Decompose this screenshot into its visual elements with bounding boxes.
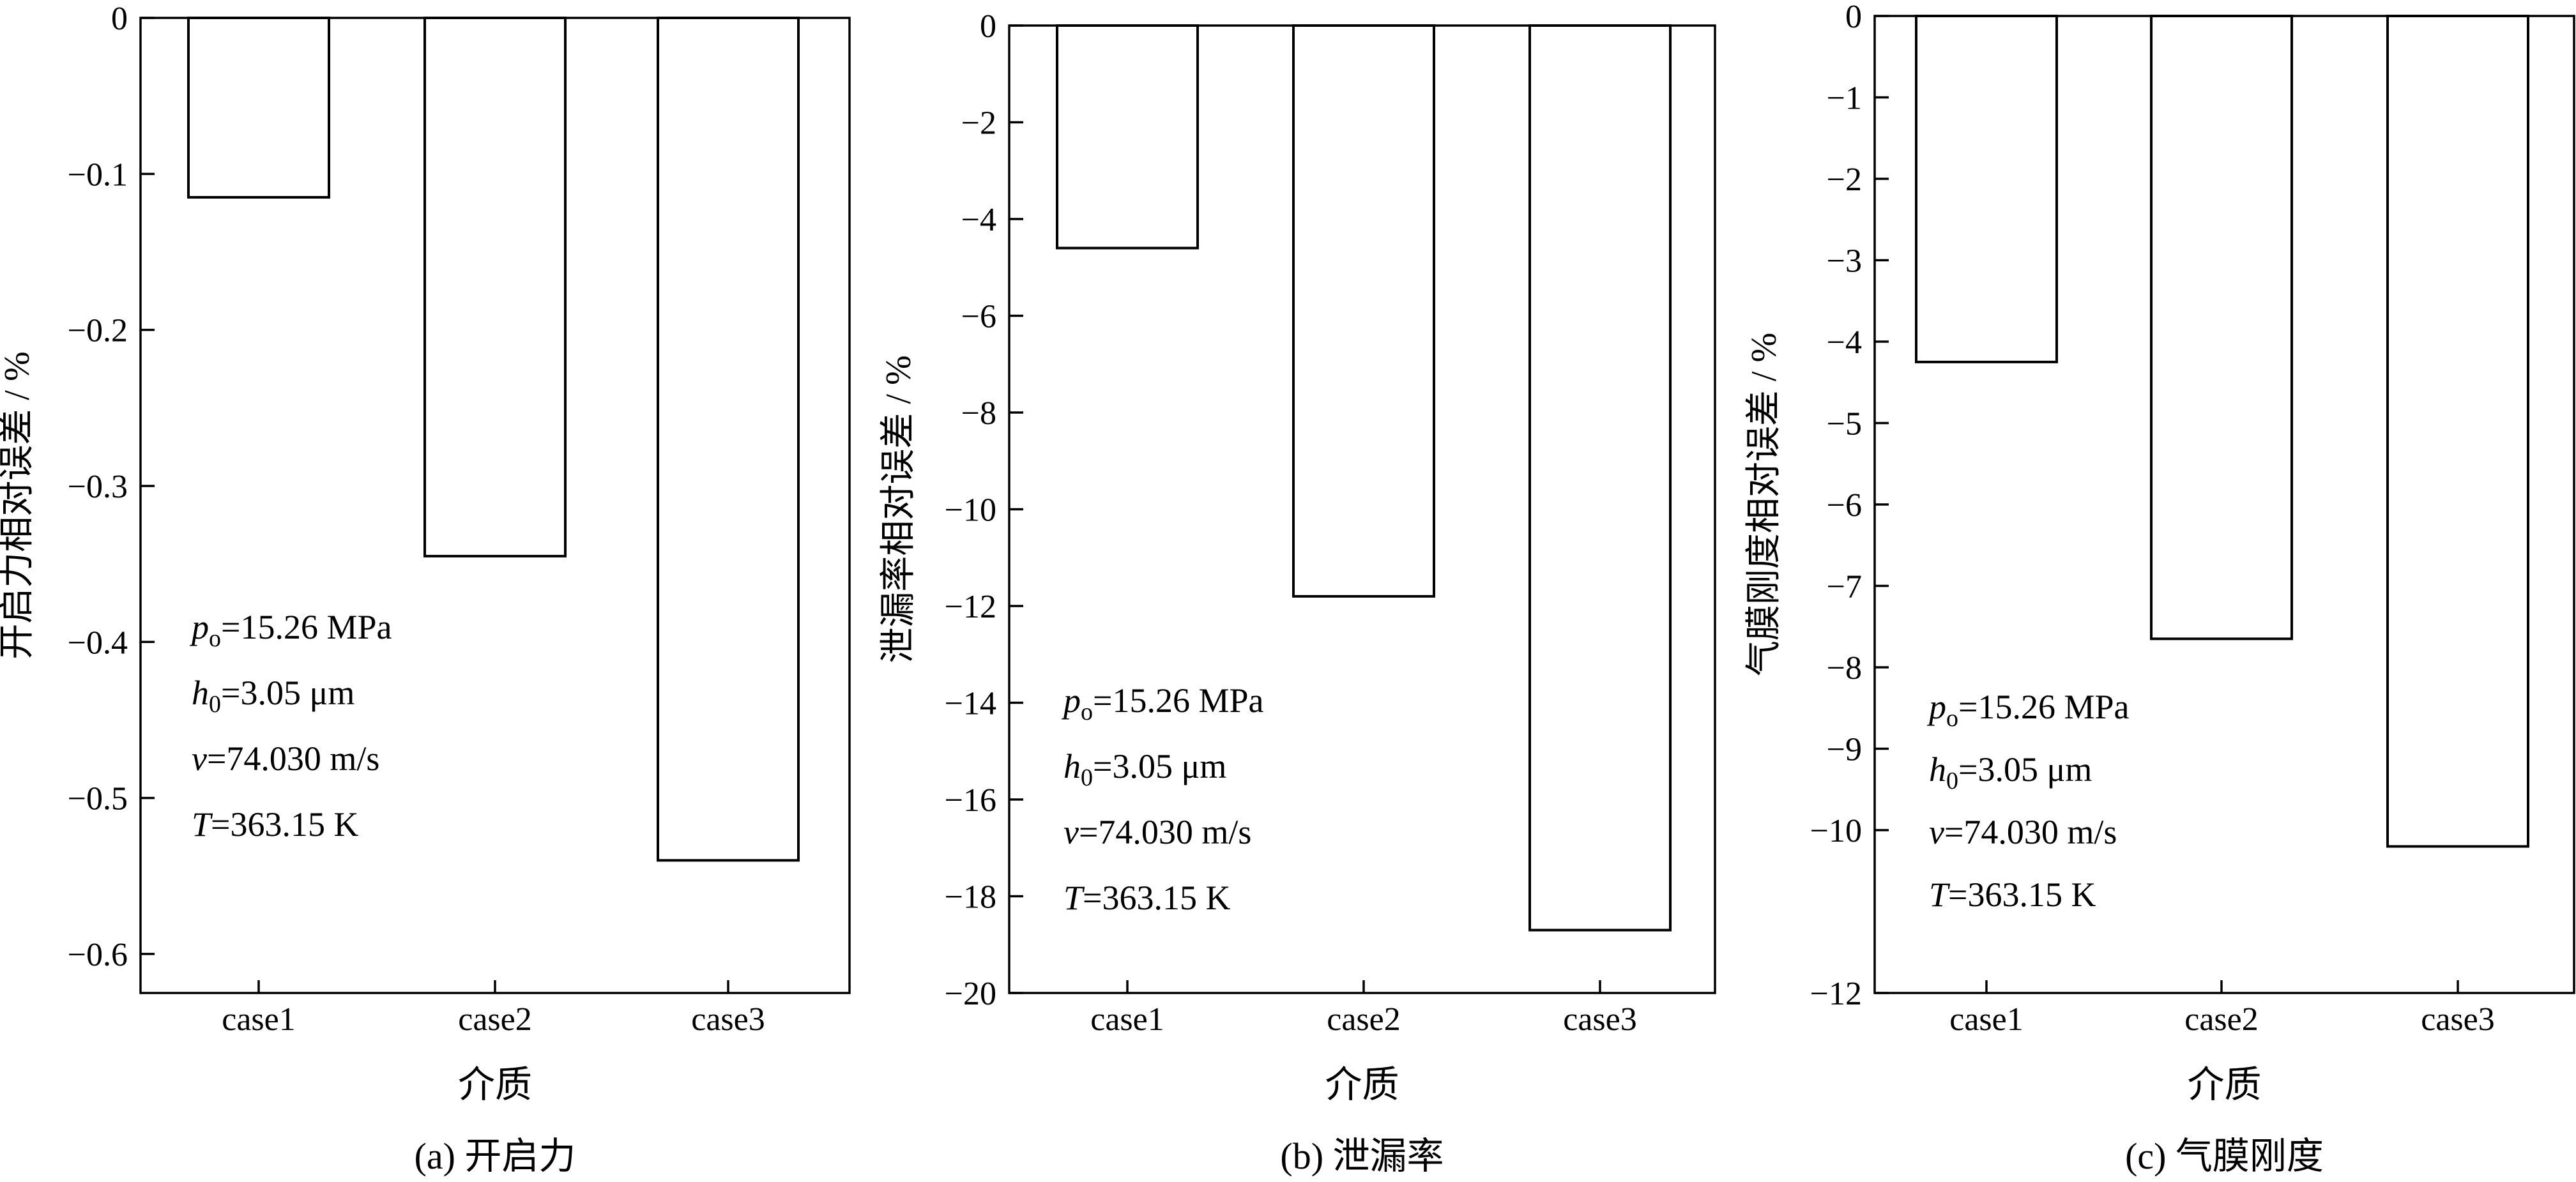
bar-case3	[1528, 24, 1672, 932]
y-axis-label: 气膜刚度相对误差 / %	[1744, 333, 1784, 676]
x-axis-label: 介质	[2187, 1064, 2261, 1105]
annotation-line: v=74.030 m/s	[1929, 813, 2117, 851]
y-tick-label: −2	[961, 105, 996, 142]
x-tick-label: case2	[1327, 1001, 1400, 1038]
y-tick-label: 0	[980, 8, 996, 45]
annotation-line: h0=3.05 μm	[1929, 750, 2092, 794]
y-tick-label: −0.5	[68, 781, 128, 817]
y-tick-label: −20	[945, 976, 996, 1012]
y-tick-label: −10	[945, 492, 996, 529]
y-tick-label: −6	[961, 299, 996, 335]
x-tick-label: case3	[691, 1001, 765, 1038]
bar-case2	[2150, 15, 2293, 640]
panel-caption: (a) 开启力	[415, 1135, 576, 1177]
annotation-line: T=363.15 K	[192, 805, 359, 844]
y-tick-label: −6	[1827, 487, 1862, 524]
y-axis-label: 开启力相对误差 / %	[0, 351, 37, 659]
annotation-line: h0=3.05 μm	[192, 674, 354, 718]
x-tick-label: case1	[1090, 1001, 1164, 1038]
x-tick-label: case2	[458, 1001, 531, 1038]
chart-panel-3: 0 −1 −2 −3 −4 −5 −6 −7 −8 −9 −10 −12 case1 case2 case3…	[1744, 0, 2575, 1177]
chart-panel-2: 0 −2 −4 −6 −8 −10 −12 −14 −16 −18 −20 case1 case2 cas…	[879, 8, 1716, 1177]
x-tick-label: case3	[1563, 1001, 1636, 1038]
annotation-line: v=74.030 m/s	[192, 739, 379, 778]
x-tick-label: case2	[2184, 1001, 2258, 1038]
y-tick-label: −0.2	[68, 313, 128, 349]
annotation-line: T=363.15 K	[1063, 879, 1231, 917]
annotation-line: v=74.030 m/s	[1063, 813, 1251, 851]
x-tick-label: case1	[1949, 1001, 2023, 1038]
bar-case3	[2386, 15, 2529, 848]
y-tick-label: −0.1	[68, 156, 128, 193]
annotation-line: h0=3.05 μm	[1063, 747, 1226, 791]
y-tick-label: −8	[961, 395, 996, 432]
chart-panel-1: 0 −0.1 −0.2 −0.3 −0.4 −0.5 −0.6 case1 case2 case3…	[0, 1, 851, 1177]
x-tick-label: case3	[2421, 1001, 2494, 1038]
annotation-line: po=15.26 MPa	[189, 608, 392, 652]
bar-case3	[657, 17, 800, 862]
annotation-line: T=363.15 K	[1929, 875, 2096, 914]
annotation-line: po=15.26 MPa	[1926, 688, 2130, 732]
bar-case1	[187, 17, 330, 199]
y-axis-label: 泄漏率相对误差 / %	[879, 355, 918, 663]
y-tick-label: −3	[1827, 243, 1862, 280]
y-tick-label: 0	[111, 1, 128, 37]
y-tick-label: −4	[1827, 324, 1862, 361]
y-tick-label: −5	[1827, 406, 1862, 443]
x-tick-label: case1	[222, 1001, 295, 1038]
y-tick-label: −16	[945, 782, 996, 819]
panel-caption: (c) 气膜刚度	[2125, 1135, 2324, 1177]
y-tick-label: −7	[1827, 569, 1862, 605]
y-tick-label: −12	[945, 589, 996, 625]
y-tick-label: −10	[1810, 813, 1862, 849]
y-tick-label: −0.6	[68, 937, 128, 973]
y-tick-label: −2	[1827, 162, 1862, 198]
bar-case2	[1292, 24, 1435, 598]
y-tick-label: 0	[1845, 0, 1862, 35]
y-tick-label: −8	[1827, 650, 1862, 686]
x-axis-label: 介质	[458, 1064, 532, 1105]
bar-case1	[1056, 24, 1199, 250]
y-tick-label: −0.4	[68, 625, 128, 661]
y-tick-label: −18	[945, 879, 996, 916]
x-axis-label: 介质	[1325, 1064, 1399, 1105]
y-tick-label: −9	[1827, 732, 1862, 768]
bar-case2	[423, 17, 567, 557]
y-tick-label: −1	[1827, 80, 1862, 117]
panel-caption: (b) 泄漏率	[1280, 1135, 1444, 1177]
y-tick-label: −4	[961, 202, 996, 238]
bar-case1	[1915, 15, 2058, 363]
y-tick-label: −14	[945, 686, 996, 722]
annotation-line: po=15.26 MPa	[1061, 681, 1264, 725]
y-tick-label: −0.3	[68, 469, 128, 505]
y-tick-label: −12	[1810, 976, 1862, 1012]
